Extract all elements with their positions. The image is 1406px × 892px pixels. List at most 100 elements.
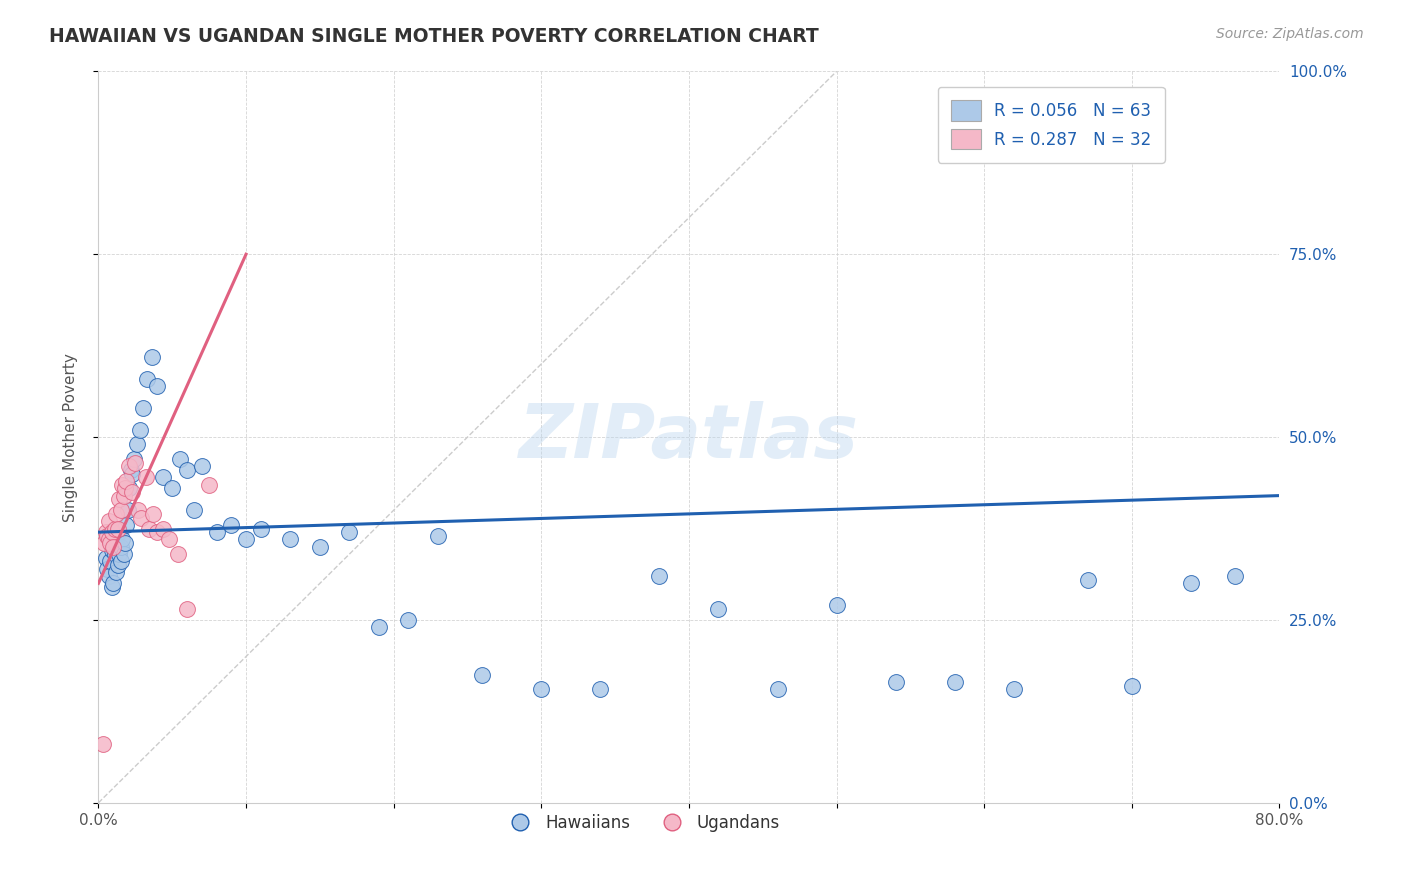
Point — [104, 521, 127, 535]
Point — [146, 379, 169, 393]
Point — [398, 613, 420, 627]
Point — [107, 521, 129, 535]
Point — [105, 507, 128, 521]
Point — [121, 485, 143, 500]
Point — [107, 540, 129, 554]
Point — [97, 533, 120, 547]
Point — [136, 371, 159, 385]
Point — [121, 467, 143, 481]
Point — [1077, 573, 1099, 587]
Point — [114, 536, 136, 550]
Point — [98, 536, 121, 550]
Point — [825, 599, 848, 613]
Point — [114, 481, 136, 495]
Point — [100, 525, 122, 540]
Point — [111, 533, 134, 547]
Point — [108, 525, 131, 540]
Point — [146, 525, 169, 540]
Point — [142, 507, 165, 521]
Point — [427, 529, 450, 543]
Point — [152, 521, 174, 535]
Point — [129, 510, 152, 524]
Point — [132, 401, 155, 415]
Point — [94, 550, 117, 565]
Point — [108, 547, 131, 561]
Point — [105, 536, 128, 550]
Point — [135, 470, 157, 484]
Text: Source: ZipAtlas.com: Source: ZipAtlas.com — [1216, 27, 1364, 41]
Point — [100, 543, 122, 558]
Point — [94, 525, 117, 540]
Point — [167, 547, 190, 561]
Point — [648, 569, 671, 583]
Point — [183, 503, 205, 517]
Point — [235, 533, 257, 547]
Point — [97, 514, 120, 528]
Point — [112, 547, 135, 561]
Point — [157, 533, 180, 547]
Point — [1180, 576, 1202, 591]
Point — [120, 463, 142, 477]
Point — [162, 481, 183, 495]
Point — [122, 452, 145, 467]
Point — [124, 456, 146, 470]
Point — [138, 521, 160, 535]
Point — [221, 517, 243, 532]
Point — [884, 675, 907, 690]
Point — [118, 481, 141, 495]
Text: HAWAIIAN VS UGANDAN SINGLE MOTHER POVERTY CORRELATION CHART: HAWAIIAN VS UGANDAN SINGLE MOTHER POVERT… — [49, 27, 818, 45]
Point — [169, 452, 191, 467]
Point — [1225, 569, 1247, 583]
Point — [118, 459, 141, 474]
Point — [128, 423, 150, 437]
Point — [943, 675, 966, 690]
Point — [103, 540, 125, 554]
Point — [103, 540, 125, 554]
Point — [589, 682, 612, 697]
Point — [766, 682, 789, 697]
Point — [108, 492, 131, 507]
Y-axis label: Single Mother Poverty: Single Mother Poverty — [63, 352, 77, 522]
Point — [205, 525, 228, 540]
Point — [100, 580, 122, 594]
Point — [93, 536, 115, 550]
Text: ZIPatlas: ZIPatlas — [519, 401, 859, 474]
Point — [176, 602, 198, 616]
Point — [127, 503, 149, 517]
Point — [115, 474, 138, 488]
Point — [471, 667, 494, 681]
Point — [368, 620, 391, 634]
Point — [1002, 682, 1025, 697]
Point — [339, 525, 361, 540]
Point — [117, 503, 139, 517]
Point — [111, 477, 134, 491]
Point — [96, 529, 118, 543]
Point — [107, 558, 129, 573]
Point — [707, 602, 730, 616]
Point — [110, 554, 132, 568]
Point — [176, 463, 198, 477]
Point — [97, 569, 120, 583]
Point — [125, 437, 148, 451]
Point — [104, 547, 127, 561]
Legend: Hawaiians, Ugandans: Hawaiians, Ugandans — [496, 807, 786, 838]
Point — [112, 489, 135, 503]
Point — [280, 533, 302, 547]
Point — [105, 566, 128, 580]
Point — [152, 470, 174, 484]
Point — [98, 554, 121, 568]
Point — [104, 533, 127, 547]
Point — [96, 562, 118, 576]
Point — [103, 576, 125, 591]
Point — [530, 682, 553, 697]
Point — [115, 517, 138, 532]
Point — [91, 737, 114, 751]
Point — [309, 540, 332, 554]
Point — [198, 477, 221, 491]
Point — [1121, 679, 1143, 693]
Point — [141, 350, 163, 364]
Point — [110, 503, 132, 517]
Point — [110, 540, 132, 554]
Point — [250, 521, 273, 535]
Point — [191, 459, 214, 474]
